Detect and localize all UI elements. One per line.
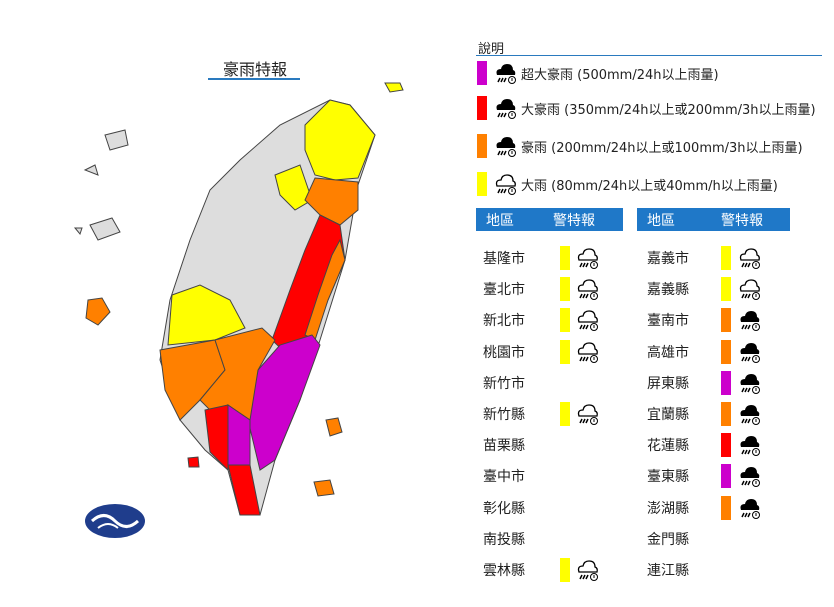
rain-cloud-outline-icon [575,308,599,332]
legend-swatch [477,134,487,158]
rain-cloud-outline-icon [737,277,761,301]
region-taitung [247,334,321,471]
heavy-rain-cloud-icon [737,464,761,488]
region-kinmen [83,129,129,176]
warning-swatch [560,558,570,582]
rain-cloud-outline-icon [575,340,599,364]
legend-label: 大豪雨 (350mm/24h以上或200mm/3h以上雨量) [521,102,816,118]
region-north-yellow [304,99,376,181]
region-name: 臺南市 [647,313,689,330]
region-name: 嘉義市 [647,251,689,267]
region-chiayi [167,284,246,346]
region-name: 彰化縣 [483,500,525,517]
heavy-rain-cloud-icon [737,340,761,364]
heavy-rain-cloud-icon [737,308,761,332]
heavy-rain-cloud-icon [737,402,761,426]
rain-cloud-outline-icon [575,558,599,582]
rain-cloud-outline-icon [575,277,599,301]
region-name: 嘉義縣 [647,282,689,299]
legend-divider [476,55,822,56]
region-name: 新竹市 [483,375,525,392]
legend-swatch [477,61,487,85]
warning-swatch [560,339,570,364]
region-name: 連江縣 [647,563,689,579]
region-matsu [384,82,404,93]
table-header-right: 地區 警特報 [637,208,790,231]
heavy-rain-cloud-icon [493,134,517,158]
legend-item: 大雨 (80mm/24h以上或40mm/h以上雨量) [477,172,778,196]
region-name: 臺中市 [483,469,525,486]
warning-swatch [721,495,731,520]
legend-item: 大豪雨 (350mm/24h以上或200mm/3h以上雨量) [477,96,816,120]
region-name: 桃園市 [483,344,525,361]
region-name: 新竹縣 [483,407,525,423]
region-name: 澎湖縣 [647,500,689,517]
warning-swatch [721,464,731,489]
header-warning: 警特報 [553,212,595,229]
legend-item: 超大豪雨 (500mm/24h以上雨量) [477,61,719,85]
region-lanyu [313,479,335,497]
region-pingtung-red [204,404,229,472]
region-name: 新北市 [483,313,525,330]
region-name: 南投縣 [483,531,525,548]
warning-swatch [560,308,570,333]
table-header-left: 地區 警特報 [476,208,623,231]
heavy-rain-cloud-icon [737,496,761,520]
region-kinmen-2 [73,217,121,241]
cwa-logo [85,504,145,538]
legend-label: 大雨 (80mm/24h以上或40mm/h以上雨量) [521,178,778,194]
rain-cloud-outline-icon [737,246,761,270]
region-name: 臺東縣 [647,469,689,486]
region-name: 雲林縣 [483,563,525,579]
region-taoyuan [274,164,313,211]
region-name: 苗栗縣 [483,438,525,455]
warning-swatch [721,433,731,458]
heavy-rain-cloud-icon [493,96,517,120]
region-name: 金門縣 [647,531,689,548]
region-name: 屏東縣 [647,375,689,392]
region-hengchun [227,464,261,516]
region-name: 宜蘭縣 [647,407,689,423]
map-title: 豪雨特報 [222,60,287,79]
heavy-rain-cloud-icon [737,371,761,395]
region-penghu [85,297,111,326]
legend-item: 豪雨 (200mm/24h以上或100mm/3h以上雨量) [477,134,803,158]
legend-swatch [477,96,487,120]
rain-cloud-outline-icon [575,246,599,270]
warning-swatch [721,370,731,395]
region-green-island [325,417,343,437]
legend-label: 超大豪雨 (500mm/24h以上雨量) [521,67,719,83]
warning-swatch [721,339,731,364]
header-region: 地區 [647,212,675,229]
rain-cloud-outline-icon [575,402,599,426]
warning-swatch [560,402,570,426]
title-underline [208,78,300,80]
warning-swatch [721,308,731,333]
region-name: 臺北市 [483,282,525,299]
region-name: 高雄市 [647,344,689,361]
legend-swatch [477,172,487,196]
rain-cloud-outline-icon [493,172,517,196]
warning-swatch [721,402,731,426]
legend-heading: 說明 [478,42,505,57]
region-name: 花蓮縣 [647,438,689,455]
region-name: 基隆市 [483,251,525,267]
region-liuqiu [187,456,200,468]
heavy-rain-cloud-icon [493,61,517,85]
taiwan-map [73,82,404,538]
warning-swatch [560,277,570,302]
warning-swatch [721,277,731,302]
heavy-rain-cloud-icon [737,433,761,457]
warning-swatch [721,246,731,270]
warning-swatch [560,246,570,270]
header-region: 地區 [486,212,514,229]
header-warning: 警特報 [721,212,763,229]
legend-label: 豪雨 (200mm/24h以上或100mm/3h以上雨量) [521,140,803,156]
